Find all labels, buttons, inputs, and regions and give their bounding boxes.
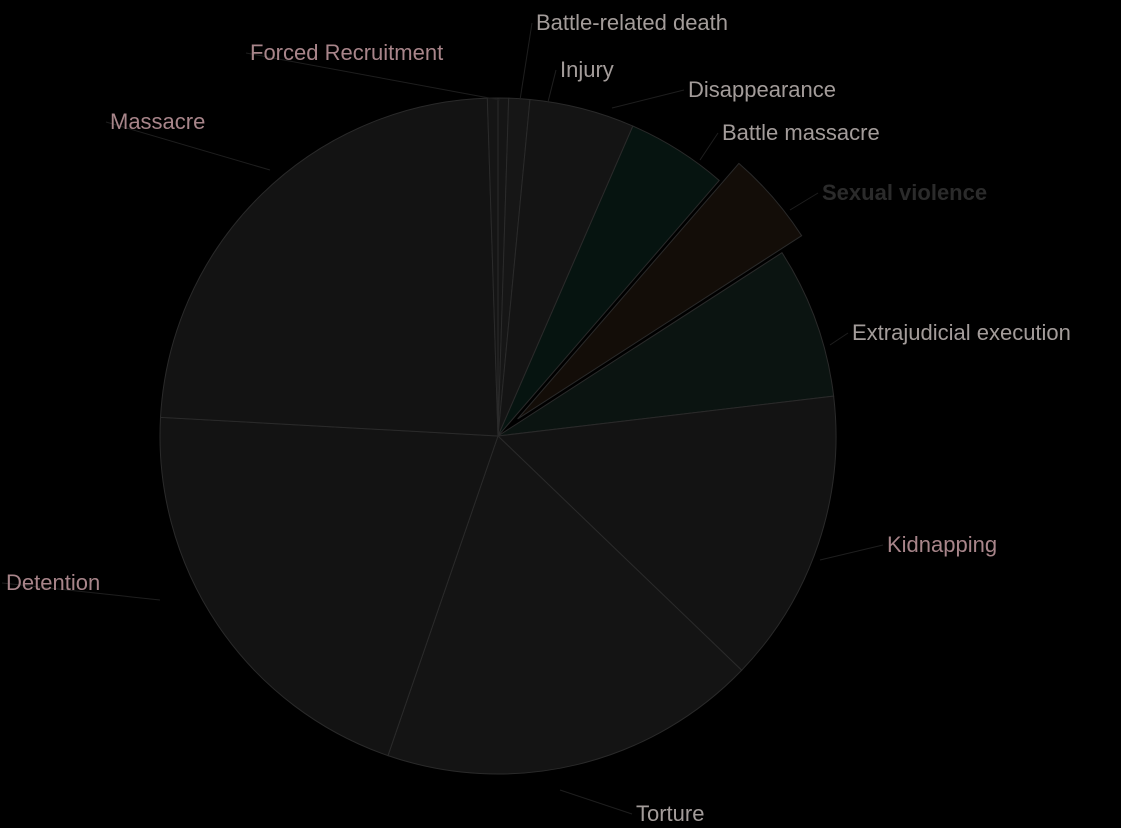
leader-line-kidnapping	[819, 544, 884, 561]
pie-slice-detention	[159, 416, 499, 757]
slice-label-extrajudicial-execution: Extrajudicial execution	[852, 320, 1071, 345]
slice-labels: Battle-related death Injury Disappearance B…	[6, 10, 1071, 826]
slice-label-sexual-violence: Sexual violence	[822, 180, 987, 205]
pie-slice-torture	[387, 435, 743, 775]
slice-label-battle-massacre: Battle massacre	[722, 120, 880, 145]
pie-slice-forced-recruitment	[486, 97, 499, 437]
slice-label-torture: Torture	[636, 801, 704, 826]
leader-line-massacre	[105, 121, 271, 171]
slice-label-kidnapping: Kidnapping	[887, 532, 997, 557]
leader-line-battle-massacre	[699, 132, 719, 161]
leader-line-disappearance	[611, 89, 685, 109]
leader-line-torture	[559, 789, 633, 815]
slice-label-massacre: Massacre	[110, 109, 205, 134]
slice-label-battle-related-death: Battle-related death	[536, 10, 728, 35]
slice-label-forced-recruitment: Forced Recruitment	[250, 40, 443, 65]
slice-label-disappearance: Disappearance	[688, 77, 836, 102]
pie-slice-battle-massacre	[497, 125, 720, 437]
pie-slice-massacre	[159, 97, 499, 437]
pie-slices	[159, 97, 837, 775]
pie-slice-kidnapping	[496, 395, 837, 671]
leader-line-forced-recruitment	[245, 52, 501, 101]
leader-line-sexual-violence	[789, 192, 819, 211]
leader-line-battle-related-death	[519, 22, 533, 101]
slice-label-detention: Detention	[6, 570, 100, 595]
slice-label-injury: Injury	[560, 57, 614, 82]
leader-line-detention	[1, 582, 161, 601]
pie-slice-sexual-violence	[517, 162, 803, 420]
leader-line-extrajudicial-execution	[829, 332, 849, 346]
pie-slice-extrajudicial-execution	[497, 252, 835, 437]
leader-line-injury	[547, 69, 557, 103]
label-leaders	[1, 22, 884, 815]
